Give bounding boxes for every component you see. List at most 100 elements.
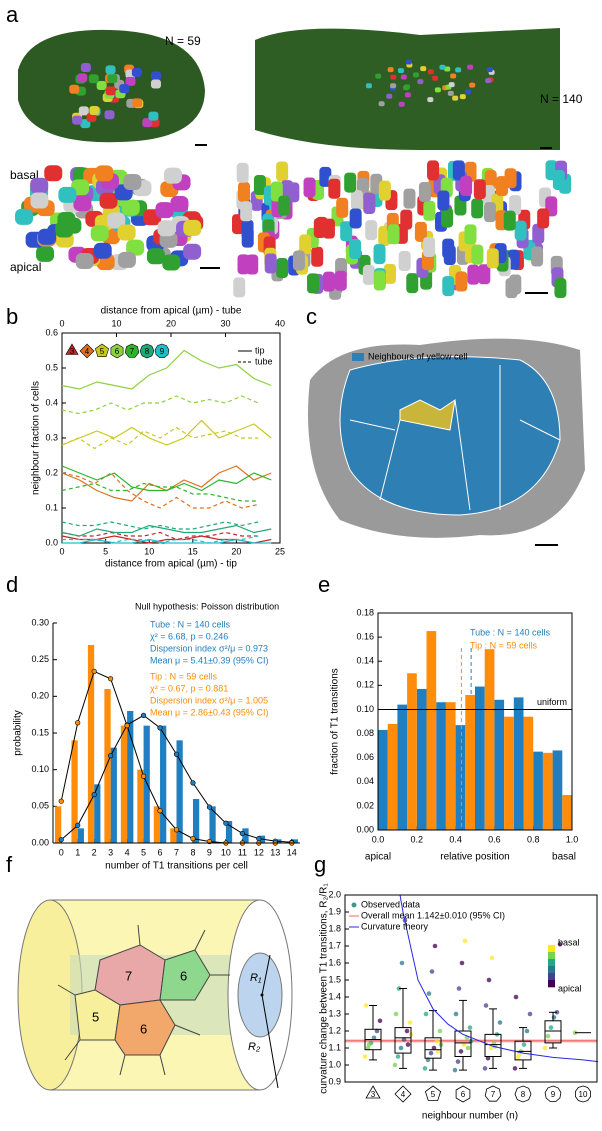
colorbar-segment xyxy=(548,973,555,981)
x-axis-title: number of T1 transitions per cell xyxy=(105,861,248,872)
data-point xyxy=(401,1037,407,1042)
bar xyxy=(387,723,398,830)
cell-decoration xyxy=(292,250,305,271)
y-tick-label: 2.0 xyxy=(328,889,341,899)
legend-label: tip xyxy=(255,345,265,355)
y-tick-label: 0.06 xyxy=(356,752,374,762)
box xyxy=(424,1037,442,1059)
cell-decoration xyxy=(485,78,492,84)
legend-label: Neighbours of yellow cell xyxy=(368,351,468,361)
bar xyxy=(465,694,475,830)
x-axis-title: relative position xyxy=(440,852,509,863)
cell-decoration xyxy=(253,174,266,195)
cell-decoration xyxy=(390,74,397,80)
data-point xyxy=(513,994,519,1000)
cell-decoration xyxy=(241,227,254,248)
fit-point xyxy=(256,835,262,842)
legend-label: 4 xyxy=(85,347,90,356)
fit-point xyxy=(140,712,147,719)
orientation-label: apical xyxy=(10,260,41,274)
x-tick-label: 13 xyxy=(270,847,280,857)
cell-decoration xyxy=(90,225,109,242)
bar xyxy=(209,806,216,843)
x-tick-label: 7 xyxy=(491,1090,496,1099)
y-tick-label: 0.08 xyxy=(356,728,374,738)
legend-label: Tip : N = 59 cells xyxy=(470,640,537,650)
x-tick-label: 3 xyxy=(371,1090,376,1099)
data-point xyxy=(524,1028,530,1034)
y-tick-label: 0.14 xyxy=(356,656,374,666)
x-tick-shape xyxy=(575,1085,591,1103)
cell-decoration xyxy=(150,79,161,89)
series-line xyxy=(61,521,259,530)
data-point xyxy=(456,986,462,991)
cell-decoration xyxy=(80,63,91,73)
cell-decoration xyxy=(240,201,253,222)
data-point xyxy=(429,969,435,974)
bar xyxy=(513,697,524,830)
fit-point xyxy=(223,820,229,826)
cell-decoration xyxy=(378,180,391,201)
bar xyxy=(160,725,167,843)
cell-decoration xyxy=(486,67,493,73)
data-point xyxy=(542,1045,548,1051)
data-point xyxy=(405,1042,411,1047)
fit-point xyxy=(75,822,81,829)
fit-point xyxy=(91,791,97,798)
box xyxy=(454,1030,472,1057)
cell-label: 7 xyxy=(125,968,132,983)
cell-decoration xyxy=(350,190,363,211)
x-tick-label: 10 xyxy=(144,546,154,556)
cell-decoration xyxy=(299,234,312,255)
cell-decoration xyxy=(464,224,477,245)
legend-label: 7 xyxy=(130,347,135,356)
panel-label: d xyxy=(6,572,18,597)
y-tick-label: 0.0 xyxy=(45,537,58,547)
cell-decoration xyxy=(344,172,357,193)
cell-decoration xyxy=(375,73,382,79)
x-tick-shape xyxy=(544,1085,562,1102)
cell-decoration xyxy=(373,244,386,265)
x-tick-label: 0.0 xyxy=(372,834,385,844)
cell-decoration xyxy=(340,221,353,242)
series-line xyxy=(61,419,272,446)
legend-marker xyxy=(351,902,357,908)
x-tick-label: 7 xyxy=(174,847,179,857)
x-tick-label: 4 xyxy=(401,1090,406,1099)
box xyxy=(514,1040,532,1061)
x-tick-shape xyxy=(514,1085,532,1103)
fit-point xyxy=(75,720,81,726)
cell-decoration xyxy=(322,271,335,292)
data-point xyxy=(458,1049,464,1054)
fit-point xyxy=(58,798,64,804)
cell-label: 6 xyxy=(140,1021,147,1036)
cell-decoration xyxy=(132,98,143,108)
cell-decoration xyxy=(400,74,407,80)
y-tick-label: 1.2 xyxy=(328,1025,341,1035)
radius-arrow xyxy=(261,954,271,996)
data-point xyxy=(462,938,468,944)
cell-decoration xyxy=(418,181,431,202)
cell-decoration xyxy=(459,94,466,100)
data-point xyxy=(434,1038,440,1044)
panel-a: N = 59 N = 140 basal apical xyxy=(10,28,583,300)
cell-decoration xyxy=(514,220,527,241)
x-tick-label: 2 xyxy=(92,847,97,857)
data-point xyxy=(398,1045,404,1051)
y-tick-label: 0.1 xyxy=(45,502,58,512)
cell-decoration xyxy=(58,186,77,203)
cell-decoration xyxy=(467,64,474,70)
bar xyxy=(110,747,117,843)
data-point xyxy=(545,1033,551,1039)
x-tick-label: 3 xyxy=(108,847,113,857)
bar xyxy=(94,784,101,843)
cell-decoration xyxy=(554,278,567,299)
data-point xyxy=(422,1066,428,1071)
data-point xyxy=(392,1062,398,1068)
cell-decoration xyxy=(373,270,386,291)
panel-label: f xyxy=(6,852,13,877)
y-tick-label: 0.30 xyxy=(31,617,49,627)
cell-decoration xyxy=(119,84,130,94)
y-tick-label: 1.5 xyxy=(328,974,341,984)
y-tick-label: 1.3 xyxy=(328,1008,341,1018)
